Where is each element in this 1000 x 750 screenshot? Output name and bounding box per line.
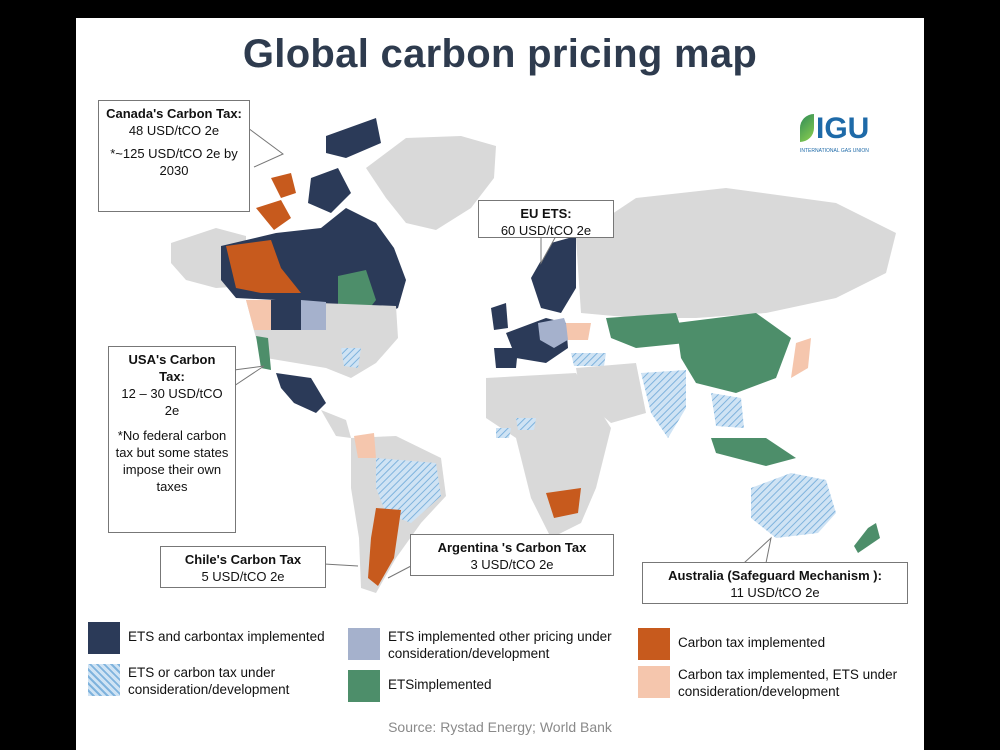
callout-chile-line1: 5 USD/tCO 2e xyxy=(201,569,285,584)
callout-australia-head: Australia (Safeguard Mechanism ): xyxy=(668,568,882,583)
callout-argentina: Argentina 's Carbon Tax 3 USD/tCO 2e xyxy=(410,534,614,576)
callout-pointer-chile xyxy=(323,563,359,567)
region-se-asia xyxy=(711,393,744,428)
callout-eu: EU ETS: 60 USD/tCO 2e xyxy=(478,200,614,238)
callout-canada-line1: 48 USD/tCO 2e xyxy=(128,123,220,138)
callout-argentina-line1: 3 USD/tCO 2e xyxy=(470,557,554,572)
region-china xyxy=(676,313,791,393)
legend-swatch xyxy=(88,664,120,696)
legend-label: ETSimplemented xyxy=(388,677,492,692)
legend-tax-ets-consideration: Carbon tax implemented, ETS under consid… xyxy=(638,666,918,700)
igu-leaf-icon xyxy=(800,114,814,142)
region-central-america xyxy=(321,410,351,438)
region-ukraine xyxy=(566,323,591,340)
region-argentina xyxy=(368,508,401,586)
callout-canada: Canada's Carbon Tax: 48 USD/tCO 2e *~125… xyxy=(98,100,250,212)
region-india xyxy=(641,370,686,438)
region-russia xyxy=(576,188,896,318)
callout-usa-head: USA's Carbon Tax: xyxy=(128,352,216,384)
region-south-africa xyxy=(546,488,581,518)
callout-chile-head: Chile's Carbon Tax xyxy=(184,552,302,567)
callout-pointer-eu xyxy=(540,235,557,265)
region-usa-mid xyxy=(301,300,326,330)
region-indonesia xyxy=(711,438,796,466)
region-europe-central xyxy=(538,318,571,348)
region-usa-california xyxy=(256,336,271,370)
page-title: Global carbon pricing map xyxy=(242,32,758,76)
legend-ets: ETSimplemented xyxy=(348,670,618,702)
region-canada-hudson xyxy=(256,200,291,230)
region-mexico xyxy=(276,373,326,413)
callout-usa-line1: 12 – 30 USD/tCO 2e xyxy=(121,386,223,418)
callout-pointer-australia xyxy=(743,536,772,564)
region-new-zealand xyxy=(854,523,880,553)
legend-under-consideration: ETS or carbon tax under consideration/de… xyxy=(88,664,358,698)
region-iberia xyxy=(494,348,518,368)
region-uk-ireland xyxy=(491,303,508,330)
region-japan xyxy=(791,338,811,378)
callout-usa: USA's Carbon Tax: 12 – 30 USD/tCO 2e *No… xyxy=(108,346,236,533)
legend-label: Carbon tax implemented xyxy=(678,635,826,650)
legend-swatch xyxy=(638,666,670,698)
callout-eu-head: EU ETS: xyxy=(520,206,572,221)
region-usa-northeast xyxy=(341,348,361,368)
igu-logo: IGU INTERNATIONAL GAS UNION xyxy=(798,112,888,172)
region-colombia xyxy=(354,433,376,458)
callout-pointer-canada xyxy=(247,127,284,168)
callout-eu-line1: 60 USD/tCO 2e xyxy=(500,223,592,238)
region-kazakhstan xyxy=(606,313,686,348)
legend-swatch xyxy=(348,670,380,702)
callout-argentina-head: Argentina 's Carbon Tax xyxy=(437,540,587,555)
callout-pointer-argentina xyxy=(387,565,412,579)
source-note: Source: Rystad Energy; World Bank xyxy=(388,719,612,735)
callout-canada-line2: *~125 USD/tCO 2e by 2030 xyxy=(110,146,238,178)
callout-usa-line2: *No federal carbon tax but some states i… xyxy=(115,428,229,494)
world-map xyxy=(171,118,896,593)
legend-label: ETS or carbon tax under consideration/de… xyxy=(128,665,290,697)
legend-ets-other-pricing: ETS implemented other pricing under cons… xyxy=(348,628,638,662)
region-usa-washington xyxy=(246,300,271,330)
slide: Global carbon pricing map IGU INTERNATIO… xyxy=(76,18,924,750)
region-canada-bc-ab xyxy=(226,240,301,293)
region-brazil xyxy=(376,458,441,523)
region-greenland xyxy=(366,136,496,230)
callout-australia-line1: 11 USD/tCO 2e xyxy=(730,585,820,600)
igu-logo-subtitle: INTERNATIONAL GAS UNION xyxy=(800,148,869,154)
legend-swatch xyxy=(348,628,380,660)
legend-tax: Carbon tax implemented xyxy=(638,628,908,660)
legend-ets-and-tax: ETS and carbontax implemented xyxy=(88,622,358,654)
legend-label: ETS and carbontax implemented xyxy=(128,629,325,644)
legend-label: ETS implemented other pricing under cons… xyxy=(388,629,612,661)
region-scandinavia xyxy=(531,236,576,313)
callout-chile: Chile's Carbon Tax 5 USD/tCO 2e xyxy=(160,546,326,588)
callout-pointer-usa xyxy=(233,365,265,387)
callout-australia: Australia (Safeguard Mechanism ): 11 USD… xyxy=(642,562,908,604)
region-usa-dark-states xyxy=(271,300,301,330)
igu-logo-text: IGU xyxy=(816,112,870,145)
legend-swatch xyxy=(638,628,670,660)
region-australia xyxy=(751,473,836,538)
region-canada-arctic xyxy=(308,118,381,213)
region-africa-hatch xyxy=(496,418,536,438)
legend-label: Carbon tax implemented, ETS under consid… xyxy=(678,667,898,699)
callout-canada-head: Canada's Carbon Tax: xyxy=(106,106,242,121)
legend-swatch xyxy=(88,622,120,654)
region-turkey xyxy=(571,353,606,366)
region-canada-north-orange xyxy=(271,173,296,198)
